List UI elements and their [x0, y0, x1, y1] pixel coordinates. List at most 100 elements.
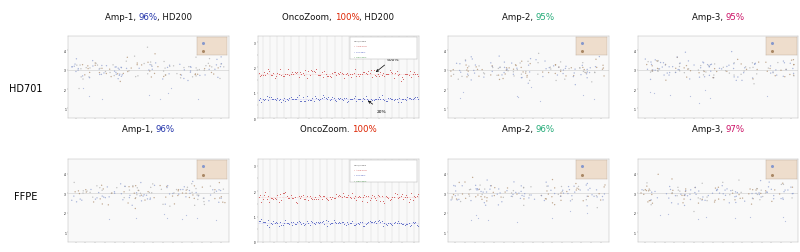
Point: [651, 60, 664, 64]
Point: [264, 73, 277, 77]
Point: [284, 96, 297, 100]
Point: [468, 72, 481, 76]
Point: [378, 221, 391, 225]
Point: [549, 64, 562, 68]
Point: [559, 75, 572, 79]
Point: [670, 194, 683, 198]
Point: [358, 224, 370, 228]
Point: [547, 65, 560, 69]
Point: [683, 78, 696, 82]
Point: [728, 74, 741, 78]
Point: [461, 69, 474, 73]
Point: [287, 196, 300, 200]
Point: [727, 67, 740, 71]
Point: [574, 73, 587, 77]
Point: [762, 180, 775, 184]
Point: [351, 98, 364, 102]
Point: [452, 78, 465, 82]
Point: [535, 194, 548, 198]
Point: [447, 184, 460, 188]
Point: [767, 194, 780, 198]
Point: [291, 201, 304, 205]
Point: [406, 73, 419, 77]
Text: FFPE: FFPE: [14, 191, 38, 201]
Point: [314, 220, 326, 224]
Point: [288, 98, 301, 102]
Point: [311, 220, 324, 225]
Point: [447, 73, 460, 77]
Point: [321, 75, 334, 79]
Point: [738, 70, 750, 74]
Point: [186, 191, 198, 195]
Point: [703, 65, 716, 69]
Point: [335, 220, 348, 224]
Point: [355, 73, 368, 77]
Point: [406, 220, 419, 224]
Point: [215, 195, 228, 199]
Point: [335, 195, 348, 199]
Point: [322, 219, 334, 223]
Point: [590, 195, 603, 199]
Point: [524, 62, 537, 66]
Point: [403, 224, 416, 228]
Point: [298, 198, 310, 202]
Point: [314, 74, 326, 78]
Point: [546, 178, 559, 182]
Point: [110, 73, 122, 77]
Point: [410, 73, 423, 77]
Point: [292, 76, 305, 80]
Point: [500, 69, 513, 73]
Point: [777, 215, 790, 219]
Point: [382, 96, 395, 100]
Point: [118, 185, 131, 189]
Point: [643, 188, 656, 193]
Point: [581, 76, 594, 80]
Point: [780, 68, 793, 72]
Point: [382, 196, 395, 200]
Point: [473, 187, 486, 192]
Point: [256, 197, 269, 201]
Point: [554, 69, 567, 73]
Point: [123, 194, 136, 198]
Point: [753, 193, 766, 197]
Point: [723, 201, 736, 205]
Point: [389, 192, 402, 196]
Point: [117, 198, 130, 202]
Point: [498, 61, 510, 65]
Point: [559, 67, 572, 71]
Point: [346, 192, 358, 196]
Point: [106, 191, 118, 195]
Point: [134, 181, 147, 185]
Point: [198, 74, 211, 78]
Point: [305, 219, 318, 223]
Point: [486, 65, 498, 69]
Point: [94, 186, 106, 190]
Point: [287, 98, 300, 102]
Point: [525, 193, 538, 197]
Point: [329, 70, 342, 74]
Point: [646, 65, 658, 69]
Point: [260, 197, 273, 201]
Point: [759, 191, 772, 195]
Point: [297, 96, 310, 100]
Point: [311, 98, 324, 102]
Point: [311, 198, 324, 202]
Point: [577, 93, 590, 98]
Point: [480, 190, 493, 194]
Point: [276, 192, 289, 196]
Point: [555, 185, 568, 189]
Point: [642, 200, 654, 204]
Point: [638, 189, 650, 193]
Point: [761, 70, 774, 74]
Point: [787, 64, 800, 68]
Point: [470, 187, 482, 191]
Point: [750, 192, 762, 196]
Point: [407, 194, 420, 198]
Point: [94, 197, 106, 201]
Point: [554, 199, 567, 203]
Point: [738, 67, 751, 71]
Point: [511, 68, 524, 72]
Point: [259, 98, 272, 102]
Point: [645, 203, 658, 207]
Point: [721, 70, 734, 74]
